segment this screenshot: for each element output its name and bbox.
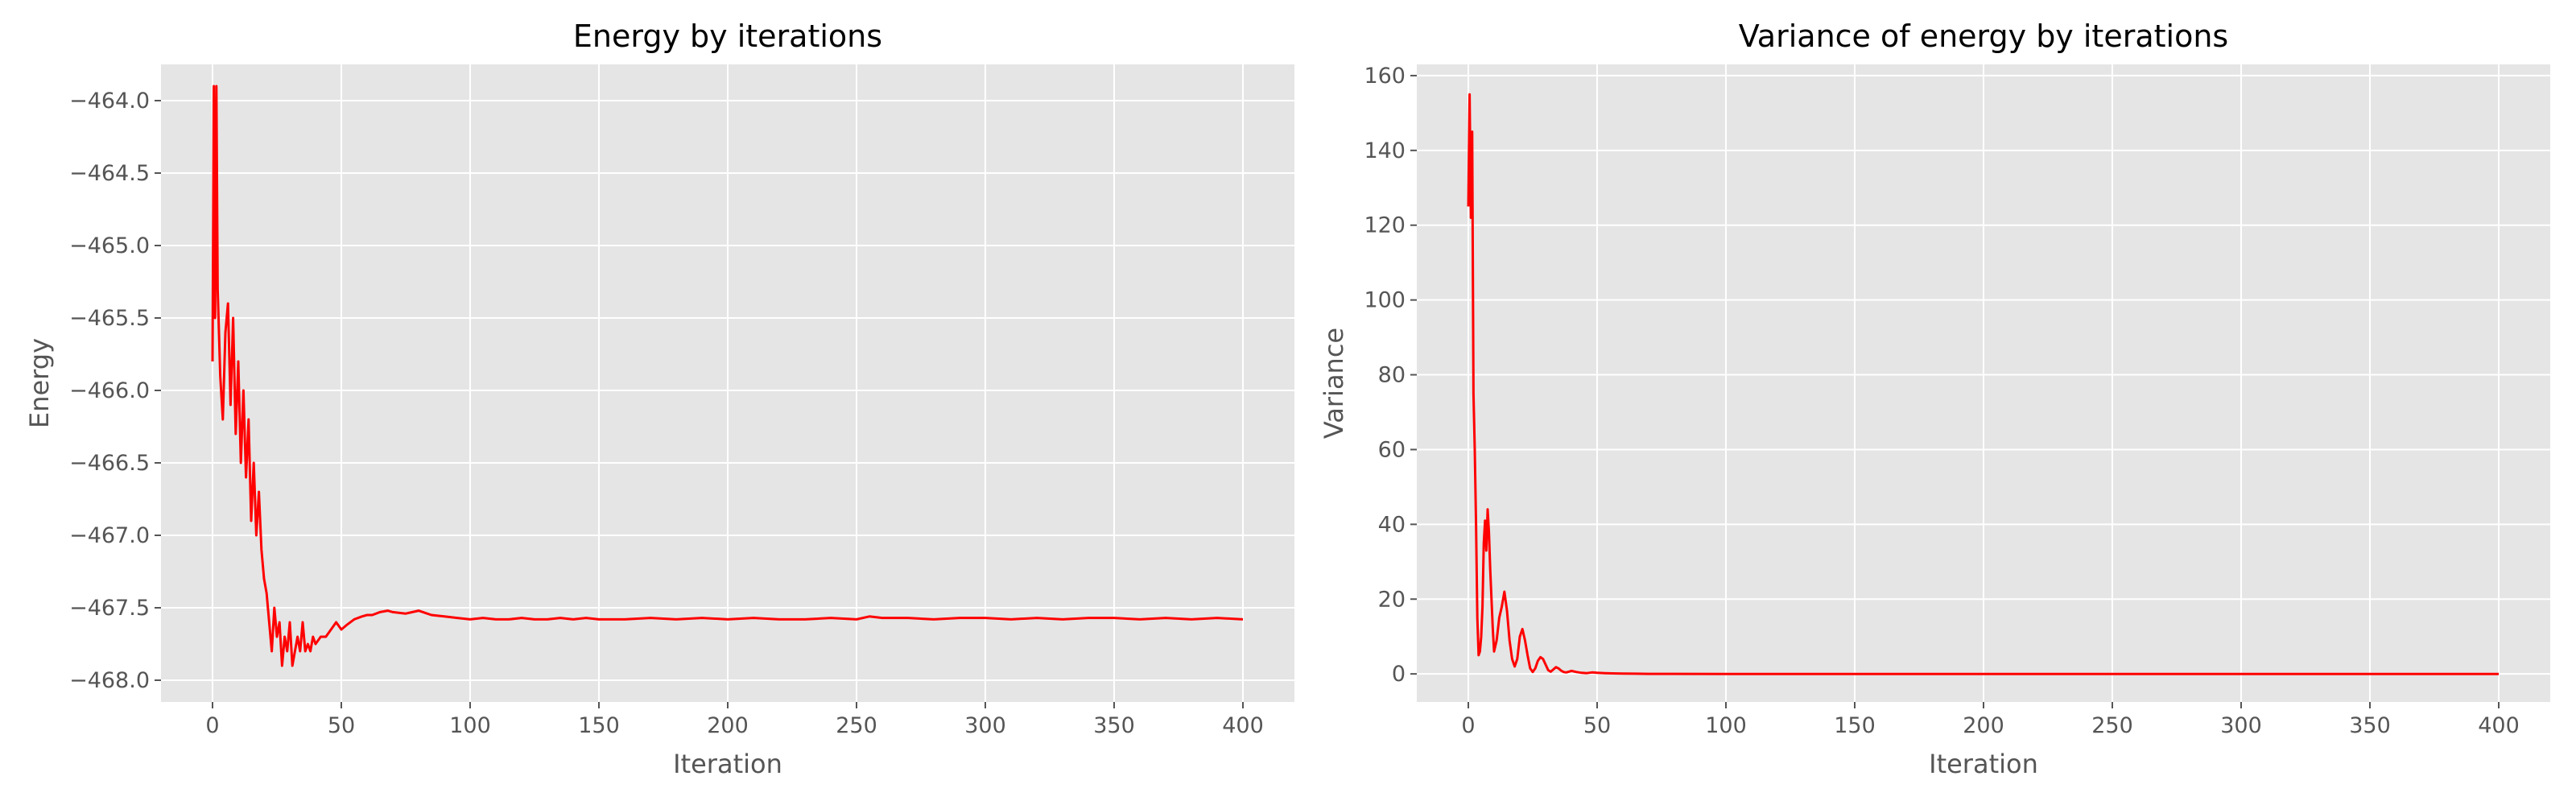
variance-y-axis-ticks: 0 20 40 60 80 100 120 140 160 (1364, 64, 1417, 687)
energy-x-tick-label: 200 (707, 713, 749, 738)
energy-x-tick-label: 400 (1222, 713, 1264, 738)
variance-panel: Variance of energy by iterations 0 50 100 1… (1319, 19, 2550, 779)
energy-series-line (211, 85, 1244, 667)
variance-x-tick-label: 200 (1963, 713, 2004, 738)
energy-series-group (211, 85, 1244, 667)
energy-x-axis-ticks: 0 50 100 150 200 250 300 350 400 (205, 702, 1264, 738)
variance-y-tick-label: 60 (1378, 437, 1406, 462)
variance-y-axis-label: Variance (1319, 328, 1349, 439)
variance-y-tick-label: 0 (1392, 662, 1406, 687)
variance-y-tick-label: 120 (1364, 213, 1406, 238)
energy-y-axis-label: Energy (24, 338, 55, 428)
variance-y-tick-label: 140 (1364, 138, 1406, 163)
energy-y-tick-label: −464.0 (69, 89, 150, 114)
variance-x-tick-label: 150 (1834, 713, 1876, 738)
energy-panel: Energy by iterations 0 50 100 150 200 250 300 3… (24, 19, 1294, 779)
energy-y-tick-label: −467.0 (69, 523, 150, 548)
variance-y-tick-label: 160 (1364, 64, 1406, 89)
energy-y-tick-label: −464.5 (69, 161, 150, 186)
energy-x-tick-label: 100 (449, 713, 491, 738)
energy-x-tick-label: 350 (1093, 713, 1135, 738)
energy-y-tick-label: −466.5 (69, 451, 150, 476)
energy-x-tick-label: 250 (836, 713, 877, 738)
variance-y-tick-label: 80 (1378, 363, 1406, 388)
energy-grid (161, 64, 1294, 702)
variance-x-tick-label: 350 (2349, 713, 2391, 738)
energy-y-tick-label: −468.0 (69, 668, 150, 693)
variance-series-group (1467, 93, 2499, 675)
energy-chart-title: Energy by iterations (573, 19, 882, 54)
variance-y-tick-label: 20 (1378, 587, 1406, 612)
energy-x-tick-label: 50 (328, 713, 355, 738)
variance-y-tick-label: 100 (1364, 288, 1406, 313)
energy-y-tick-label: −465.5 (69, 306, 150, 331)
variance-x-tick-label: 400 (2478, 713, 2520, 738)
energy-x-tick-label: 300 (964, 713, 1006, 738)
variance-x-tick-label: 50 (1583, 713, 1611, 738)
energy-x-axis-label: Iteration (673, 749, 782, 779)
variance-x-tick-label: 0 (1461, 713, 1475, 738)
variance-y-tick-label: 40 (1378, 512, 1406, 537)
variance-series-line (1467, 93, 2499, 675)
energy-y-tick-label: −467.5 (69, 596, 150, 621)
variance-x-tick-label: 300 (2220, 713, 2262, 738)
variance-chart-title: Variance of energy by iterations (1739, 19, 2228, 54)
variance-x-tick-label: 100 (1705, 713, 1747, 738)
energy-y-axis-ticks: −464.0 −464.5 −465.0 −465.5 −466.0 −466.5 −467… (69, 89, 161, 693)
energy-x-tick-label: 150 (578, 713, 620, 738)
variance-x-axis-label: Iteration (1929, 749, 2038, 779)
variance-x-axis-ticks: 0 50 100 150 200 250 300 350 400 (1461, 702, 2520, 738)
energy-y-tick-label: −466.0 (69, 378, 150, 403)
variance-x-tick-label: 250 (2091, 713, 2133, 738)
energy-x-tick-label: 0 (205, 713, 219, 738)
energy-y-tick-label: −465.0 (69, 233, 150, 258)
